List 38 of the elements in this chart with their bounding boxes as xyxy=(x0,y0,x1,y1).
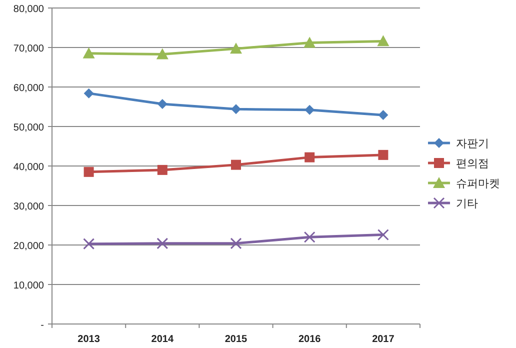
point xyxy=(378,150,388,160)
point xyxy=(84,166,94,177)
point xyxy=(378,110,388,120)
y-tick-label: - xyxy=(40,320,44,331)
point xyxy=(230,238,242,250)
x-tick-label: 2017 xyxy=(372,334,395,345)
x-tick-label: 2014 xyxy=(151,334,174,345)
point xyxy=(231,104,241,114)
point xyxy=(231,160,241,170)
point xyxy=(304,152,315,162)
point xyxy=(83,238,95,250)
y-tick-label: 40,000 xyxy=(13,162,44,173)
point xyxy=(304,36,316,48)
point xyxy=(304,231,316,243)
y-tick-label: 60,000 xyxy=(13,83,44,94)
y-tick-label: 80,000 xyxy=(13,4,44,15)
point xyxy=(230,42,242,54)
point xyxy=(304,104,315,115)
point xyxy=(377,35,390,46)
y-tick-label: 70,000 xyxy=(13,44,44,54)
point xyxy=(82,47,95,58)
legend-label: 편의점 xyxy=(456,158,489,170)
point xyxy=(377,228,389,240)
y-tick-label: 30,000 xyxy=(13,202,44,212)
x-tick-label: 2013 xyxy=(78,334,100,345)
legend-label: 자판기 xyxy=(456,138,489,150)
y-tick-label: 20,000 xyxy=(13,241,44,252)
legend-label: 기타 xyxy=(456,198,478,210)
y-tick-label: 50,000 xyxy=(13,122,44,134)
point xyxy=(157,164,168,175)
y-tick-label: 10,000 xyxy=(13,280,44,292)
legend-label: 슈퍼마켓 xyxy=(456,178,500,190)
point xyxy=(157,98,168,109)
point xyxy=(156,48,168,60)
point xyxy=(156,238,168,250)
x-tick-label: 2015 xyxy=(224,334,248,345)
x-tick-label: 2016 xyxy=(298,334,322,345)
point xyxy=(84,88,94,98)
